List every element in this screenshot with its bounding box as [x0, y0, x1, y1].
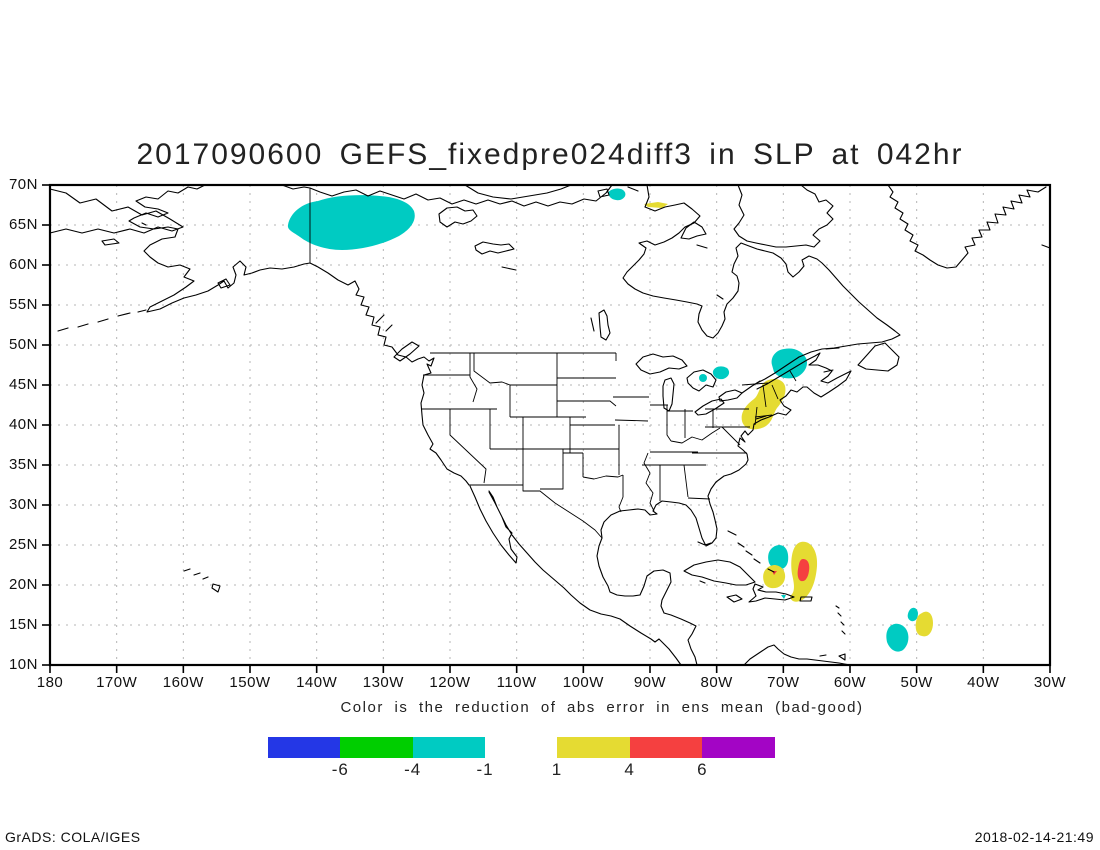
- lon-tick-label: 140W: [296, 674, 338, 691]
- colorbar-positive: [557, 737, 775, 758]
- lat-tick-label: 10N: [8, 656, 38, 673]
- contour-region-cyan: [712, 366, 730, 380]
- colorbar-level-label: -1: [476, 760, 494, 779]
- contour-region-yellow: [644, 202, 668, 208]
- lon-tick-label: 170W: [96, 674, 138, 691]
- lon-tick-label: 180: [36, 674, 64, 691]
- lon-tick-label: 150W: [229, 674, 271, 691]
- contour-region-yellow: [915, 611, 933, 637]
- arctic-islands-coast: [464, 184, 834, 300]
- grid-lines: [50, 185, 1050, 665]
- colorbar-level-label: -4: [404, 760, 422, 779]
- lon-tick-label: 120W: [429, 674, 471, 691]
- colorbar-level-label: 6: [697, 760, 708, 779]
- colorbar-level-label: -6: [331, 760, 349, 779]
- contour-region-cyan: [907, 607, 918, 622]
- lat-tick-label: 15N: [8, 616, 38, 633]
- lon-tick-label: 40W: [967, 674, 1000, 691]
- lat-tick-label: 70N: [8, 176, 38, 193]
- alaska-pacific-coast: [57, 184, 682, 666]
- lat-tick-label: 25N: [8, 536, 38, 553]
- contour-region-cyan: [608, 188, 626, 201]
- lon-tick-label: 160W: [162, 674, 204, 691]
- caribbean-southamerica-coast: [683, 530, 851, 666]
- greenland-coast: [887, 184, 1051, 269]
- contour-region-cyan: [781, 595, 786, 599]
- lon-tick-label: 80W: [700, 674, 733, 691]
- lat-tick-label: 35N: [8, 456, 38, 473]
- lat-tick-label: 40N: [8, 416, 38, 433]
- lat-tick-label: 45N: [8, 376, 38, 393]
- colorbar-segment-red: [629, 737, 703, 758]
- siberia-coast: [49, 188, 184, 246]
- lon-tick-label: 110W: [496, 674, 537, 691]
- colorbar-level-label: 4: [624, 760, 635, 779]
- lon-tick-label: 90W: [633, 674, 667, 691]
- contour-region-yellow: [763, 565, 786, 589]
- lon-tick-label: 30W: [1033, 674, 1067, 691]
- colorbar-segment-blue: [268, 737, 341, 758]
- contour-region-cyan: [699, 374, 707, 382]
- contour-fill-layer: [287, 188, 933, 652]
- colorbar-level-label: 1: [551, 760, 563, 779]
- colorbar-segment-cyan: [412, 737, 485, 758]
- lat-tick-label: 65N: [8, 216, 38, 233]
- plot-title: 2017090600 GEFS_fixedpre024diff3 in SLP …: [136, 138, 964, 171]
- coastline-layer: [49, 184, 1051, 666]
- colorbar-negative: [268, 737, 485, 758]
- lon-tick-label: 70W: [767, 674, 800, 691]
- colorbar-segment-green: [340, 737, 413, 758]
- lon-tick-label: 100W: [562, 674, 604, 691]
- plot-frame: [48, 183, 1052, 667]
- atlantic-canada-coast: [741, 342, 900, 398]
- axis-ticks: [42, 184, 1051, 673]
- political-borders: [309, 188, 797, 539]
- contour-region-cyan: [886, 623, 909, 652]
- map-plot-area: [42, 183, 1052, 673]
- lon-tick-label: 130W: [362, 674, 404, 691]
- lat-tick-label: 60N: [8, 256, 38, 273]
- colorbar-caption: Color is the reduction of abs error in e…: [340, 699, 864, 716]
- colorbar-segment-yellow: [557, 737, 630, 758]
- colorbar-segment-purple: [702, 737, 775, 758]
- lon-tick-label: 50W: [900, 674, 933, 691]
- contour-region-red: [797, 559, 810, 582]
- contour-region-cyan: [287, 195, 415, 250]
- lon-tick-label: 60W: [833, 674, 867, 691]
- lat-tick-label: 20N: [8, 576, 38, 593]
- lat-tick-label: 30N: [8, 496, 38, 513]
- arctic-hudsonbay-coast: [281, 184, 901, 384]
- us-east-gulf-coast: [596, 386, 804, 666]
- timestamp-text: 2018-02-14-21:49: [974, 829, 1094, 845]
- lakes-outline: [438, 206, 743, 416]
- contour-region-cyan: [768, 545, 789, 570]
- lat-tick-label: 55N: [8, 296, 38, 313]
- grads-credit-text: GrADS: COLA/IGES: [5, 829, 141, 845]
- lat-tick-label: 50N: [8, 336, 38, 353]
